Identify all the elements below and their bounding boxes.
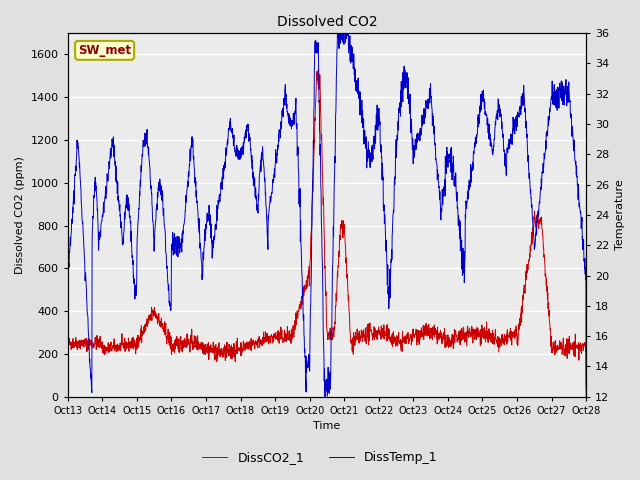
DissCO2_1	[90, 342, 98, 348]
DissCO2_1	[315, 66, 323, 72]
DissTemp_1	[64, 276, 72, 282]
Line: DissCO2_1: DissCO2_1	[68, 69, 586, 386]
DissCO2_1	[582, 383, 590, 389]
DissTemp_1	[321, 394, 329, 400]
Text: SW_met: SW_met	[78, 44, 131, 57]
DissTemp_1	[568, 122, 575, 128]
X-axis label: Time: Time	[314, 421, 340, 432]
DissTemp_1	[302, 389, 310, 395]
DissTemp_1	[582, 394, 590, 400]
Title: Dissolved CO2: Dissolved CO2	[276, 15, 377, 29]
DissCO2_1	[568, 344, 575, 349]
Y-axis label: Temperature: Temperature	[615, 180, 625, 250]
Y-axis label: Dissolved CO2 (ppm): Dissolved CO2 (ppm)	[15, 156, 25, 274]
DissTemp_1	[316, 129, 324, 134]
DissCO2_1	[567, 347, 575, 352]
DissCO2_1	[316, 83, 324, 89]
DissCO2_1	[302, 282, 310, 288]
Line: DissTemp_1: DissTemp_1	[68, 33, 586, 397]
DissTemp_1	[568, 111, 575, 117]
Legend: DissCO2_1, DissTemp_1: DissCO2_1, DissTemp_1	[197, 446, 443, 469]
DissTemp_1	[334, 30, 342, 36]
DissTemp_1	[90, 194, 98, 200]
DissTemp_1	[472, 132, 480, 137]
DissCO2_1	[472, 330, 480, 336]
DissCO2_1	[64, 339, 72, 345]
